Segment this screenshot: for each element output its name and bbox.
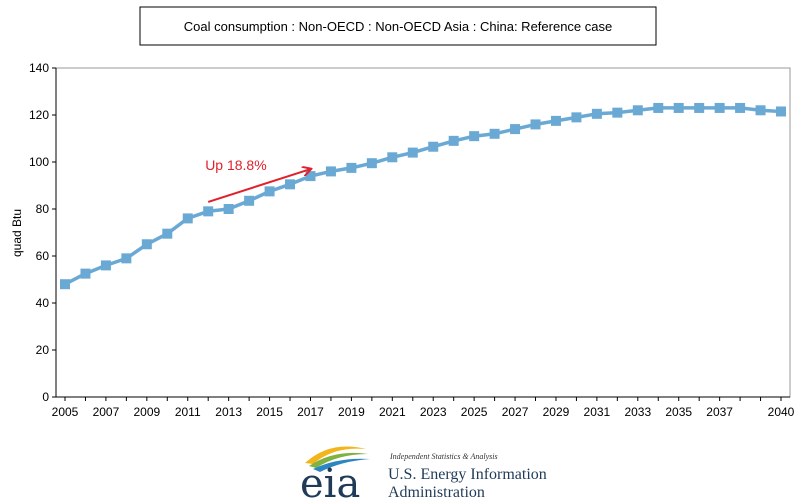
eia-tagline: Independent Statistics & Analysis [389,452,498,461]
x-tick-label-2025: 2025 [461,405,488,419]
x-axis-ticks: 2005 2007 2009 2011 2013 2015 2017 2019 2021 2023… [52,397,795,419]
data-point-2020 [366,158,377,169]
data-point-2032 [612,107,623,118]
data-point-2038 [735,102,746,113]
data-point-2029 [550,115,561,126]
y-tick-label-20: 20 [36,343,50,357]
annotation-arrow [207,169,310,203]
data-point-2031 [591,108,602,119]
data-point-2027 [510,124,521,135]
chart-title: Coal consumption : Non-OECD : Non-OECD A… [184,19,612,34]
plot-frame [55,67,791,398]
x-tick-label-2031: 2031 [584,405,611,419]
data-point-2011 [182,213,193,224]
data-point-2015 [264,186,275,197]
data-point-2009 [141,239,152,250]
x-tick-label-2007: 2007 [93,405,120,419]
x-tick-label-2005: 2005 [52,405,79,419]
data-point-2010 [162,228,173,239]
y-tick-label-120: 120 [29,108,49,122]
data-point-2025 [469,131,480,142]
x-tick-label-2009: 2009 [133,405,160,419]
data-point-2040 [776,106,786,117]
axes [55,67,791,398]
annotation: Up 18.8% [205,157,310,203]
x-tick-label-2019: 2019 [338,405,365,419]
series-china-coal [60,102,786,290]
y-tick-label-140: 140 [29,61,49,75]
data-point-2005 [60,279,70,290]
data-point-2026 [489,128,500,139]
data-point-2023 [428,141,439,152]
x-tick-label-2027: 2027 [502,405,529,419]
eia-swoosh-yellow [305,446,366,464]
data-point-2024 [448,135,459,146]
data-point-2036 [694,102,705,113]
data-point-2007 [100,260,111,271]
y-tick-label-100: 100 [29,155,49,169]
y-tick-label-0: 0 [42,390,49,404]
x-tick-label-2013: 2013 [215,405,242,419]
data-point-2021 [387,152,398,163]
x-tick-label-2021: 2021 [379,405,406,419]
data-point-2018 [325,166,336,177]
data-point-2019 [346,162,357,173]
x-tick-label-2035: 2035 [665,405,692,419]
y-tick-label-80: 80 [36,202,50,216]
x-tick-label-2015: 2015 [256,405,283,419]
data-point-2035 [673,102,684,113]
eia-swoosh-green [309,452,368,468]
eia-name-line2: Administration [388,484,485,500]
x-tick-label-2037: 2037 [706,405,733,419]
y-tick-label-40: 40 [36,296,50,310]
x-tick-label-2033: 2033 [624,405,651,419]
chart-title-box: Coal consumption : Non-OECD : Non-OECD A… [139,6,657,46]
data-point-2013 [223,204,234,214]
data-point-2016 [285,179,296,190]
y-tick-label-60: 60 [36,249,50,263]
data-point-2039 [755,105,766,116]
eia-swoosh-blue [313,458,370,472]
data-point-2028 [530,119,541,130]
data-point-2008 [121,253,132,264]
data-point-2037 [714,102,725,113]
eia-logo: eia Independent Statistics & Analysis U.… [300,446,547,500]
x-tick-label-2029: 2029 [543,405,570,419]
y-axis-label: quad Btu [10,209,24,257]
data-point-2017 [305,171,316,182]
data-point-2030 [571,112,582,123]
annotation-label: Up 18.8% [205,157,266,173]
x-tick-label-2017: 2017 [297,405,324,419]
data-point-2034 [653,102,664,113]
data-point-2022 [407,147,418,158]
x-tick-label-2040: 2040 [768,405,795,419]
x-tick-label-2011: 2011 [175,405,201,419]
data-point-2006 [80,268,91,279]
data-point-2012 [203,206,214,217]
y-axis-ticks: 0 20 40 60 80 100 120 140 [29,61,56,404]
x-tick-label-2023: 2023 [420,405,447,419]
eia-wordmark: eia [300,461,360,500]
data-point-2033 [632,105,643,116]
eia-name-line1: U.S. Energy Information [388,466,547,483]
data-point-2014 [244,195,255,206]
